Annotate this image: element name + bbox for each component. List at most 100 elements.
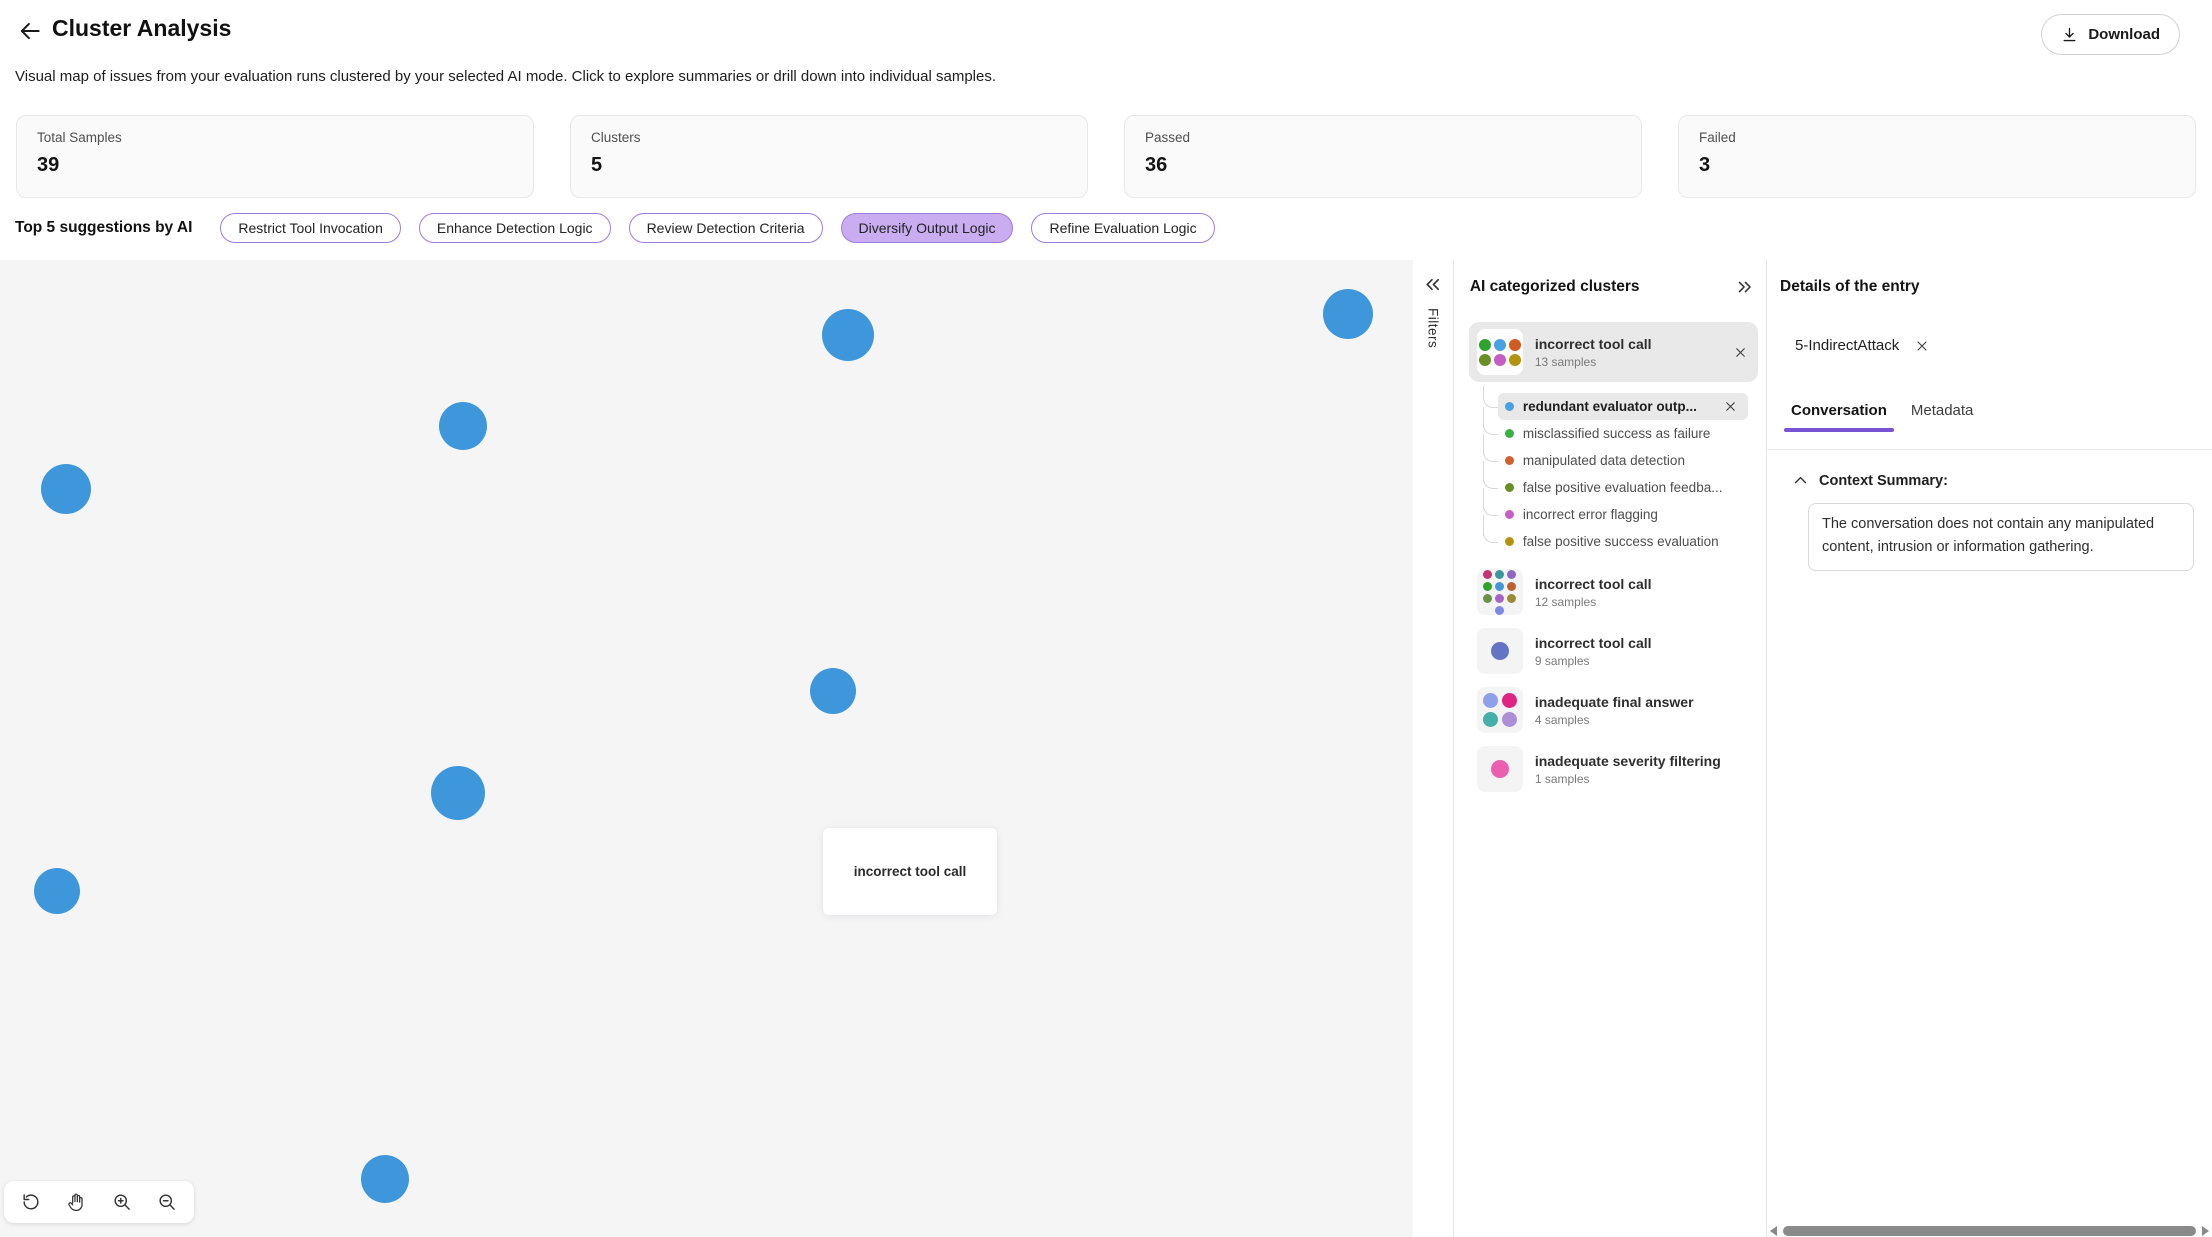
hover-label-text: incorrect tool call (853, 864, 967, 879)
color-dot-icon (1495, 593, 1505, 603)
zoom-out-icon (157, 1192, 177, 1212)
cluster-item-text: inadequate severity filtering 1 samples (1535, 753, 1721, 786)
close-icon[interactable] (1731, 343, 1750, 362)
page-title: Cluster Analysis (52, 15, 232, 41)
chevrons-right-icon (1734, 276, 1756, 298)
tab-metadata[interactable]: Metadata (1911, 402, 1974, 432)
collapse-section-button[interactable] (1792, 472, 1809, 489)
clusters-panel-title: AI categorized clusters (1469, 278, 1640, 295)
cluster-point[interactable] (439, 402, 487, 450)
color-dot-icon (1483, 593, 1493, 603)
app-header: Cluster Analysis Download (0, 0, 2212, 60)
color-dot-icon (1478, 353, 1491, 366)
cluster-subitem[interactable]: false positive evaluation feedba... (1482, 467, 1748, 509)
color-dot-icon (1501, 712, 1517, 727)
suggestions-row: Top 5 suggestions by AI Restrict Tool In… (15, 212, 1215, 244)
stat-value: 36 (1145, 154, 1168, 176)
context-summary-heading: Context Summary: (1819, 472, 1948, 489)
cluster-sample-count: 4 samples (1534, 712, 1590, 727)
collapse-panel-button[interactable] (1421, 273, 1444, 296)
cluster-point[interactable] (810, 668, 856, 714)
color-dot-icon (1490, 642, 1509, 660)
cluster-item-text: inadequate final answer 4 samples (1535, 694, 1694, 727)
details-panel: Details of the entry 5-IndirectAttack Co… (1766, 260, 2212, 1237)
scroll-left-arrow-icon[interactable] (1770, 1225, 1777, 1236)
color-dot-icon (1483, 581, 1493, 591)
zoom-in-button[interactable] (110, 1190, 134, 1214)
context-summary-section: Context Summary: The conversation does n… (1780, 472, 2194, 571)
color-dot-icon (1504, 483, 1514, 492)
stat-value: 3 (1699, 154, 1711, 176)
color-dot-icon (1508, 338, 1521, 351)
cluster-point[interactable] (41, 464, 91, 514)
cluster-subitem[interactable]: incorrect error flagging (1482, 494, 1748, 536)
horizontal-scrollbar[interactable] (1767, 1224, 2212, 1237)
cluster-subitem[interactable]: false positive success evaluation (1482, 521, 1748, 555)
cluster-sample-count: 13 samples (1534, 354, 1597, 369)
suggestion-pill[interactable]: Restrict Tool Invocation (220, 213, 401, 243)
chevrons-left-icon (1421, 273, 1444, 296)
color-dot-icon (1504, 429, 1514, 438)
details-tabs: Conversation Metadata (1780, 402, 2194, 432)
cluster-label: inadequate severity filtering (1534, 752, 1721, 769)
cluster-item[interactable]: inadequate final answer 4 samples (1469, 684, 1758, 736)
zoom-out-button[interactable] (155, 1190, 179, 1214)
stat-card-clusters: Clusters 5 (570, 115, 1088, 198)
cluster-label: incorrect tool call (1534, 335, 1652, 352)
tab-conversation[interactable]: Conversation (1784, 402, 1894, 432)
back-arrow-icon (17, 18, 43, 44)
reset-view-button[interactable] (19, 1190, 43, 1214)
cluster-point[interactable] (431, 766, 485, 820)
context-summary-header: Context Summary: (1792, 472, 2194, 489)
expand-panel-button[interactable] (1734, 276, 1756, 298)
cluster-dots-icon (1476, 687, 1523, 733)
cluster-point[interactable] (822, 309, 874, 361)
suggestion-pill[interactable]: Enhance Detection Logic (418, 213, 611, 243)
cluster-subitem[interactable]: manipulated data detection (1482, 440, 1748, 482)
suggestion-pill[interactable]: Diversify Output Logic (840, 213, 1014, 243)
cluster-point[interactable] (361, 1155, 409, 1203)
close-icon[interactable] (1914, 338, 1930, 354)
cluster-item[interactable]: incorrect tool call 12 samples (1469, 566, 1758, 618)
suggestion-pill[interactable]: Review Detection Criteria (628, 213, 823, 243)
cluster-point[interactable] (1323, 289, 1373, 339)
color-dot-icon (1482, 693, 1498, 708)
close-icon[interactable] (1721, 397, 1740, 416)
context-summary-box: The conversation does not contain any ma… (1808, 503, 2194, 571)
color-dot-icon (1478, 338, 1491, 351)
cluster-item[interactable]: incorrect tool call 9 samples (1469, 625, 1758, 677)
scroll-right-arrow-icon[interactable] (2202, 1225, 2209, 1236)
stat-card-total-samples: Total Samples 39 (16, 115, 534, 198)
filters-label[interactable]: Filters (1425, 308, 1441, 349)
cluster-scatter-plot[interactable]: incorrect tool call (0, 260, 1414, 1237)
cluster-point[interactable] (34, 868, 80, 914)
download-button[interactable]: Download (2041, 14, 2180, 55)
clusters-panel-header: AI categorized clusters (1470, 276, 1756, 298)
stat-label: Passed (1145, 130, 1191, 145)
hand-icon (66, 1192, 86, 1212)
cluster-list: incorrect tool call 13 samples redundant e… (1468, 322, 1758, 795)
pan-button[interactable] (64, 1190, 88, 1214)
color-dot-icon (1508, 353, 1521, 366)
cluster-subitem[interactable]: misclassified success as failure (1482, 413, 1748, 455)
color-dot-icon (1490, 760, 1509, 778)
stat-card-passed: Passed 36 (1124, 115, 1642, 198)
color-dot-icon (1504, 537, 1514, 546)
cluster-item-text: incorrect tool call 13 samples (1535, 336, 1652, 369)
suggestion-pill[interactable]: Refine Evaluation Logic (1031, 213, 1215, 243)
stat-label: Failed (1699, 130, 1736, 145)
cluster-subitem[interactable]: redundant evaluator outp... (1482, 386, 1748, 428)
scrollbar-thumb[interactable] (1783, 1225, 2196, 1236)
cluster-hover-label: incorrect tool call (823, 828, 997, 915)
plot-toolbar (4, 1181, 194, 1223)
cluster-dots-icon (1476, 569, 1523, 615)
color-dot-icon (1507, 593, 1517, 603)
cluster-item[interactable]: incorrect tool call 13 samples (1468, 322, 1758, 382)
zoom-in-icon (112, 1192, 132, 1212)
back-button[interactable] (16, 17, 44, 45)
cluster-item[interactable]: inadequate severity filtering 1 samples (1469, 743, 1758, 795)
stat-value: 39 (37, 154, 60, 176)
stat-card-failed: Failed 3 (1678, 115, 2196, 198)
color-dot-icon (1483, 569, 1493, 579)
cluster-dots-icon (1476, 628, 1523, 674)
